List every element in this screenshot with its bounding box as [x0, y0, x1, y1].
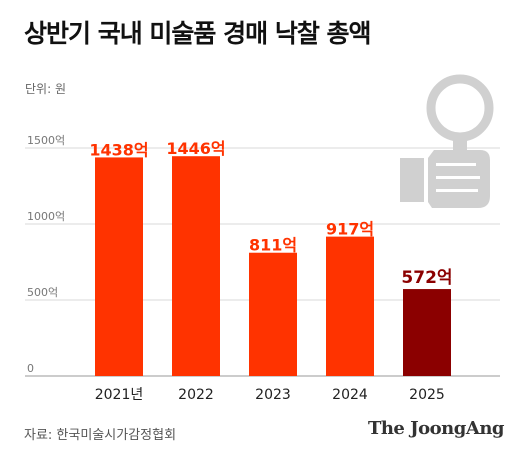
bar	[172, 156, 220, 376]
bar	[95, 157, 143, 376]
value-label: 1446억	[166, 139, 225, 158]
value-label: 1438억	[89, 140, 148, 159]
y-tick-labels: 0 500억 1000억 1500억	[27, 134, 65, 375]
x-tick-label: 2022	[178, 387, 214, 403]
magnifier-hand-icon	[400, 74, 494, 208]
y-tick-label: 0	[27, 362, 34, 375]
brand-logo: The JoongAng	[367, 418, 505, 439]
bar-chart: 1438억 1446억 811억 917억 572억 2021년 2022 2023 2024…	[25, 74, 500, 403]
value-labels: 1438억 1446억 811억 917억 572억	[89, 139, 452, 288]
bars	[95, 156, 451, 376]
value-label: 572억	[401, 268, 452, 288]
x-tick-label: 2021년	[95, 387, 144, 403]
bar	[403, 289, 451, 376]
bar	[326, 236, 374, 376]
value-label: 811억	[249, 236, 297, 255]
unit-label: 단위: 원	[25, 82, 66, 96]
y-tick-label: 1000억	[27, 210, 65, 223]
source-note: 자료: 한국미술시가감정협회	[24, 428, 177, 443]
y-tick-label: 500억	[27, 286, 58, 299]
bar	[249, 252, 297, 376]
y-tick-label: 1500억	[27, 134, 65, 147]
chart-title: 상반기 국내 미술품 경매 낙찰 총액	[24, 19, 372, 48]
value-label: 917억	[326, 220, 374, 239]
x-tick-label: 2024	[332, 387, 368, 403]
x-tick-label: 2025	[409, 387, 445, 403]
x-tick-label: 2023	[255, 387, 291, 403]
x-tick-labels: 2021년 2022 2023 2024 2025	[95, 387, 445, 403]
